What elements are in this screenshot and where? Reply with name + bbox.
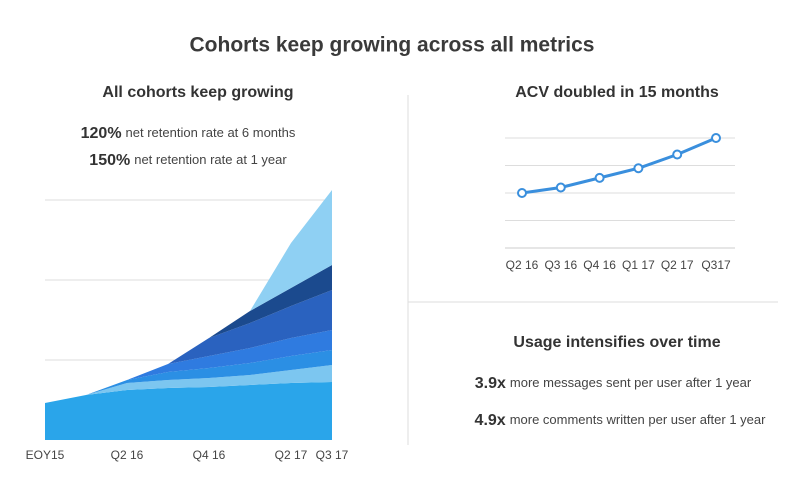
area	[45, 365, 332, 403]
stat-value: 4.9x	[475, 412, 506, 429]
stat: 4.9x more comments written per user after…	[475, 412, 767, 429]
stat-text: more messages sent per user after 1 year	[510, 375, 752, 390]
stat-text: more comments written per user after 1 y…	[510, 412, 766, 427]
x-tick-label: EOY15	[26, 448, 65, 462]
marker	[555, 182, 566, 193]
chart-title: All cohorts keep growing	[102, 84, 293, 101]
marker	[672, 149, 683, 160]
marker	[633, 163, 644, 174]
area	[45, 330, 332, 403]
x-tick-label: Q2 16	[111, 448, 144, 462]
stat-value: 3.9x	[475, 375, 506, 392]
x-tick-label: Q317	[701, 258, 731, 272]
x-tick-label: Q4 16	[583, 258, 616, 272]
x-tick-label: Q2 16	[506, 258, 539, 272]
chart-title: ACV doubled in 15 months	[515, 84, 719, 101]
stat-value: 120%	[81, 125, 122, 142]
stat-text: net retention rate at 1 year	[134, 152, 287, 167]
x-tick-label: Q3 16	[544, 258, 577, 272]
x-tick-label: Q4 16	[193, 448, 226, 462]
marker	[711, 133, 721, 143]
stat: 120% net retention rate at 6 months	[81, 125, 296, 142]
stat: 3.9x more messages sent per user after 1 …	[475, 375, 752, 392]
slide-title: Cohorts keep growing across all metrics	[190, 34, 595, 57]
x-tick-label: Q3 17	[316, 448, 349, 462]
marker	[594, 172, 605, 183]
stat: 150% net retention rate at 1 year	[89, 152, 287, 169]
stat-value: 150%	[89, 152, 130, 169]
marker	[517, 188, 527, 198]
x-tick-label: Q2 17	[275, 448, 308, 462]
area	[45, 382, 332, 440]
x-tick-label: Q2 17	[661, 258, 694, 272]
area	[45, 290, 332, 403]
area	[45, 190, 332, 403]
x-tick-label: Q1 17	[622, 258, 655, 272]
area	[45, 350, 332, 403]
usage-title: Usage intensifies over time	[513, 334, 720, 351]
stat-text: net retention rate at 6 months	[126, 125, 296, 140]
line	[521, 136, 717, 195]
